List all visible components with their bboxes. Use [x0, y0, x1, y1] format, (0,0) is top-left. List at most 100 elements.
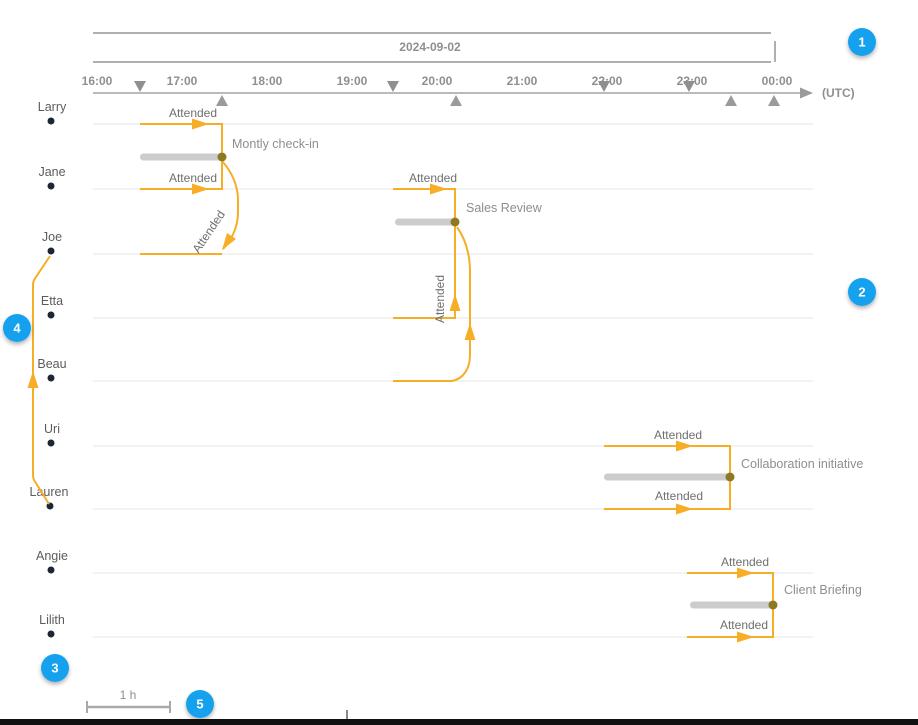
event-duration-bar[interactable] — [140, 153, 222, 161]
badge-circle — [3, 314, 31, 342]
badge-number: 1 — [858, 35, 865, 50]
link-beau-sales[interactable] — [393, 226, 471, 382]
event-end-marker-icon — [450, 95, 462, 106]
link-arrowhead-icon — [449, 294, 461, 311]
badge-number: 4 — [13, 321, 21, 336]
event-title: Collaboration initiative — [741, 457, 863, 471]
link-arrowhead-icon — [676, 440, 693, 452]
timezone-label: (UTC) — [822, 86, 855, 100]
link-arrowhead-icon — [737, 631, 754, 643]
link-arrowhead-icon — [222, 233, 236, 250]
attended-label: Attended — [720, 618, 768, 632]
attended-label: Attended — [169, 106, 217, 120]
attended-label: Attended — [654, 428, 702, 442]
event-client-briefing: Attended Attended Client Briefing — [687, 555, 862, 643]
tick-label-21: 21:00 — [507, 74, 538, 88]
badge-circle — [848, 28, 876, 56]
entity-label-jane[interactable]: Jane — [38, 165, 65, 179]
axis-arrow-icon — [800, 87, 813, 99]
attended-label: Attended — [169, 171, 217, 185]
tick-label-20: 20:00 — [422, 74, 453, 88]
link-larry-checkin[interactable] — [140, 123, 223, 153]
event-start-marker-icon — [598, 81, 610, 92]
event-duration-bar[interactable] — [690, 601, 773, 609]
badge-4: 4 — [3, 314, 31, 342]
entity-dot-beau[interactable] — [47, 374, 55, 382]
date-label: 2024-09-02 — [399, 40, 461, 54]
attended-label: Attended — [433, 275, 447, 323]
tick-label-16: 16:00 — [82, 74, 113, 88]
link-jane-checkin[interactable] — [140, 161, 223, 190]
entity-label-lilith[interactable]: Lilith — [39, 613, 65, 627]
link-arrowhead-icon — [676, 503, 693, 515]
time-axis: 16:00 17:00 18:00 19:00 20:00 21:00 22:0… — [82, 74, 855, 106]
entity-label-larry[interactable]: Larry — [38, 100, 67, 114]
event-collaboration-initiative: Attended Attended Collaboration initiati… — [604, 428, 863, 515]
event-node-client-briefing[interactable] — [768, 600, 778, 610]
link-angie-client[interactable] — [687, 572, 774, 601]
bottom-border-tick — [346, 710, 348, 719]
badge-5: 5 — [186, 690, 214, 718]
attended-label: Attended — [655, 489, 703, 503]
badge-1: 1 — [848, 28, 876, 56]
event-end-marker-icon — [216, 95, 228, 106]
tick-label-00: 00:00 — [762, 74, 793, 88]
entity-dot-uri[interactable] — [47, 439, 55, 447]
badge-number: 3 — [51, 661, 58, 676]
scale-label: 1 h — [120, 688, 137, 702]
entity-dot-larry[interactable] — [47, 117, 55, 125]
event-duration-bar[interactable] — [604, 473, 730, 481]
tick-label-17: 17:00 — [167, 74, 198, 88]
event-end-marker-icon — [725, 95, 737, 106]
link-arrowhead-icon — [192, 118, 209, 130]
link-arrowhead-icon — [27, 371, 39, 388]
badge-circle — [848, 278, 876, 306]
entity-dot-etta[interactable] — [47, 311, 55, 319]
link-arrowhead-icon — [430, 183, 447, 195]
entity-dot-joe[interactable] — [47, 247, 55, 255]
entity-label-uri[interactable]: Uri — [44, 422, 60, 436]
link-arrowhead-icon — [737, 567, 754, 579]
entity-link-lauren-joe[interactable] — [27, 255, 51, 505]
badge-2: 2 — [848, 278, 876, 306]
annotation-badges: 1 2 3 4 5 — [3, 28, 876, 718]
link-uri-collab[interactable] — [604, 445, 731, 473]
entity-dot-lilith[interactable] — [47, 630, 55, 638]
entity-dot-jane[interactable] — [47, 182, 55, 190]
badge-number: 2 — [858, 285, 865, 300]
event-node-sales-review[interactable] — [450, 217, 460, 227]
entity-label-joe[interactable]: Joe — [42, 230, 62, 244]
event-start-marker-icon — [683, 81, 695, 92]
window-bottom-border — [0, 719, 918, 725]
link-arrowhead-icon — [464, 323, 476, 340]
link-arrowhead-icon — [192, 183, 209, 195]
link-lauren-collab[interactable] — [604, 481, 731, 510]
entity-label-beau[interactable]: Beau — [37, 357, 66, 371]
entity-label-etta[interactable]: Etta — [41, 294, 63, 308]
time-bar[interactable]: 2024-09-02 — [93, 32, 776, 63]
link-etta-sales[interactable] — [393, 226, 456, 319]
entity-label-angie[interactable]: Angie — [36, 549, 68, 563]
event-montly-check-in: Attended Attended Attended Montly check-… — [140, 106, 319, 256]
badge-circle — [186, 690, 214, 718]
link-lilith-client[interactable] — [687, 609, 774, 638]
time-scale-legend: 1 h — [86, 688, 171, 713]
event-title: Client Briefing — [784, 583, 862, 597]
link-jane-sales[interactable] — [393, 188, 456, 218]
badge-circle — [41, 654, 69, 682]
event-start-marker-icon — [387, 81, 399, 92]
attended-label: Attended — [721, 555, 769, 569]
tick-label-18: 18:00 — [252, 74, 283, 88]
event-end-marker-icon — [768, 95, 780, 106]
event-node-montly-check-in[interactable] — [217, 152, 227, 162]
event-sales-review: Attended Attended Sales Review — [393, 171, 543, 382]
event-start-marker-icon — [134, 81, 146, 92]
entity-label-lauren[interactable]: Lauren — [30, 485, 69, 499]
attended-label: Attended — [189, 208, 227, 256]
event-node-collaboration-initiative[interactable] — [725, 472, 735, 482]
entity-dot-angie[interactable] — [47, 566, 55, 574]
event-duration-bar[interactable] — [395, 218, 455, 226]
event-title: Montly check-in — [232, 137, 319, 151]
